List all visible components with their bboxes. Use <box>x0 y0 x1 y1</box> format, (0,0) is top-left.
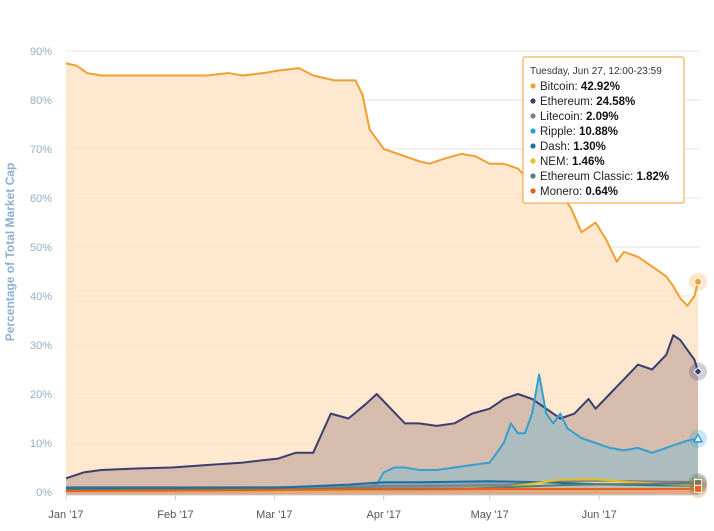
x-tick-label: Jun '17 <box>582 509 617 521</box>
marker-ripple <box>689 429 707 448</box>
x-tick-label: May '17 <box>471 509 509 521</box>
x-tick-label: Apr '17 <box>367 509 402 521</box>
y-tick-label: 0% <box>36 487 52 499</box>
series-lines <box>65 62 699 493</box>
area-monero <box>66 488 698 495</box>
y-tick-label: 50% <box>30 242 52 254</box>
tooltip-dot <box>530 128 536 134</box>
tooltip-dot <box>530 188 536 194</box>
y-tick-label: 80% <box>30 95 52 107</box>
tooltip-dot <box>530 173 536 179</box>
y-tick-label: 40% <box>30 291 52 303</box>
endpoint-markers <box>689 272 707 498</box>
marker-monero <box>689 479 707 498</box>
tooltip-entry: Litecoin: 2.09% <box>540 111 619 123</box>
x-tick-label: Feb '17 <box>157 509 193 521</box>
y-tick-label: 30% <box>30 340 52 352</box>
tooltip-entry: NEM: 1.46% <box>540 156 605 168</box>
y-tick-label: 60% <box>30 193 52 205</box>
tooltip-title: Tuesday, Jun 27, 12:00-23:59 <box>530 66 662 77</box>
tooltip-box <box>522 56 685 204</box>
tooltip-dot <box>530 113 536 119</box>
x-axis-ticks: Jan '17 Feb '17 Mar '17 Apr '17 May '17 Jun '… <box>48 495 617 521</box>
tooltip-entry: Bitcoin: 42.92% <box>540 81 620 93</box>
tooltip-entry: Ethereum Classic: 1.82% <box>540 171 669 183</box>
y-tick-label: 70% <box>30 144 52 156</box>
y-axis-label: Percentage of Total Market Cap <box>3 163 17 342</box>
tooltip-dot <box>530 98 536 104</box>
y-tick-label: 90% <box>30 46 52 58</box>
y-tick-label: 20% <box>30 389 52 401</box>
tooltip-entry: Monero: 0.64% <box>540 186 618 198</box>
marker-ethereum <box>689 362 707 381</box>
line-bitcoin <box>65 62 699 307</box>
line-monero <box>65 487 699 493</box>
x-tick-label: Jan '17 <box>48 509 83 521</box>
y-tick-label: 10% <box>30 438 52 450</box>
tooltip-entry: Dash: 1.30% <box>540 141 606 153</box>
tooltip: Tuesday, Jun 27, 12:00-23:59 Bitcoin: 42.… <box>522 56 685 204</box>
tooltip-entry: Ethereum: 24.58% <box>540 96 635 108</box>
tooltip-entry: Ripple: 10.88% <box>540 126 618 138</box>
marker-bitcoin <box>689 272 707 291</box>
tooltip-dot <box>530 158 536 164</box>
tooltip-dot <box>530 143 536 149</box>
line-ethereum <box>65 334 699 480</box>
tooltip-dot <box>530 83 536 89</box>
y-axis-ticks: 0% 10% 20% 30% 40% 50% 60% 70% 80% 90% <box>30 46 52 499</box>
x-tick-label: Mar '17 <box>256 509 292 521</box>
